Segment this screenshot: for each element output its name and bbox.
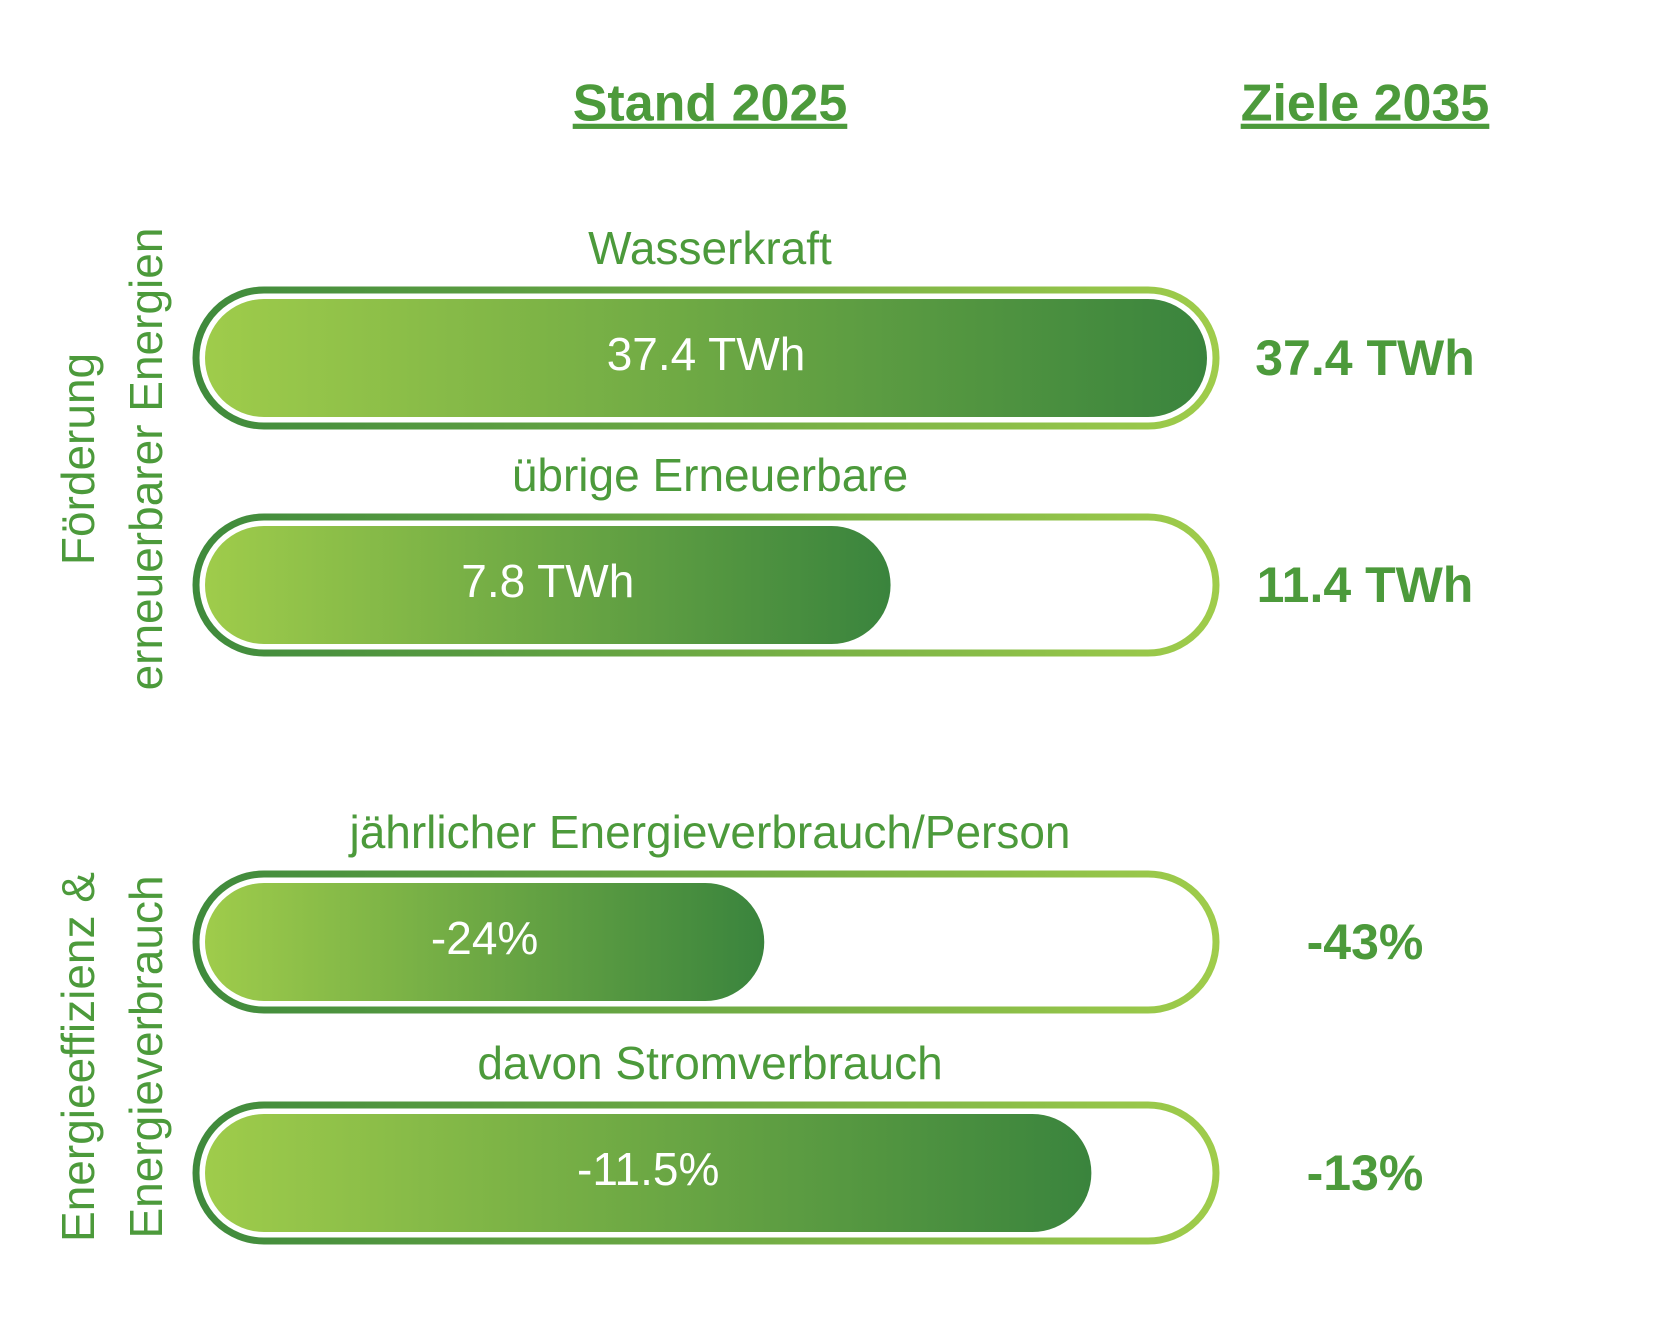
target-label: -43% [1307,914,1424,970]
item-label: Wasserkraft [588,222,832,274]
group-title: Energieeffizienz & Energieverbrauch [52,872,172,1242]
current-label: -11.5% [577,1143,719,1195]
header-current: Stand 2025 [573,75,848,133]
group-title-line: Förderung [52,353,104,565]
target-label: 37.4 TWh [1255,330,1474,386]
group-title: Förderung erneuerbarer Energien [52,228,172,691]
header-target: Ziele 2035 [1241,75,1490,133]
current-label: -24% [431,912,538,964]
item-label: davon Stromverbrauch [477,1037,942,1089]
bar-fill [205,526,891,644]
group-title-line: Energieverbrauch [120,875,172,1238]
bar-fill [205,1114,1092,1232]
current-label: 7.8 TWh [461,555,634,607]
current-label: 37.4 TWh [607,328,806,380]
bar-fill [205,883,765,1001]
group-title-line: erneuerbarer Energien [120,228,172,691]
item-label: jährlicher Energieverbrauch/Person [347,806,1070,858]
item-label: übrige Erneuerbare [512,449,908,501]
target-label: -13% [1307,1145,1424,1201]
group-title-line: Energieeffizienz & [52,872,104,1242]
bar-fill [205,299,1207,417]
target-label: 11.4 TWh [1257,557,1474,613]
